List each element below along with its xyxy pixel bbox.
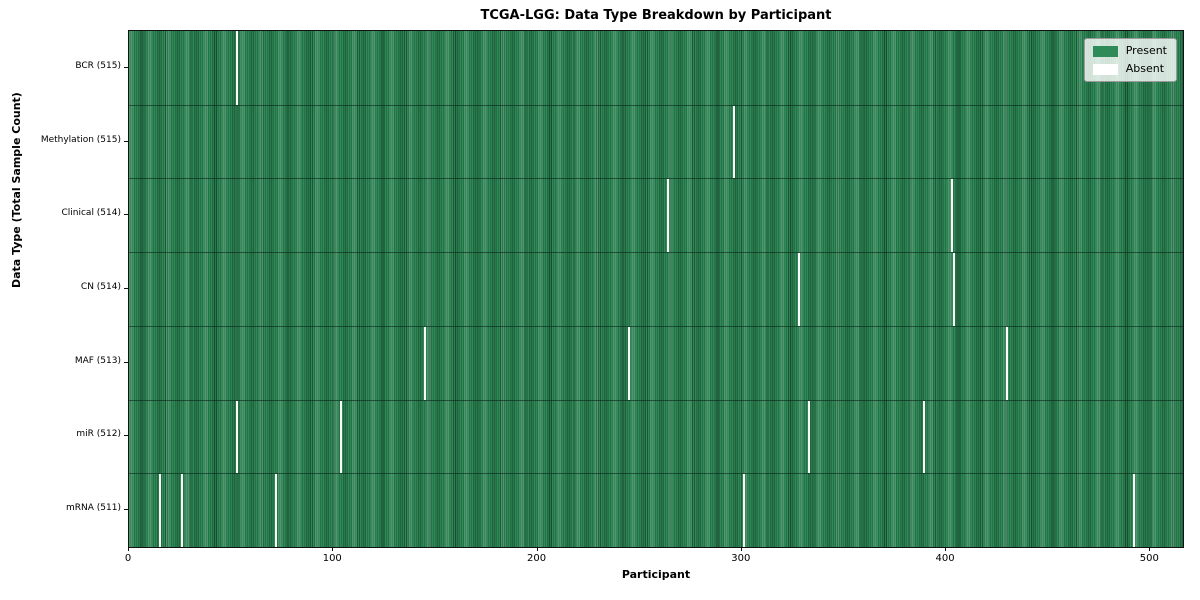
x-tick-mark (128, 547, 129, 551)
x-tick-label: 100 (322, 553, 342, 564)
absent-marker (951, 179, 954, 253)
y-tick-mark (124, 214, 128, 216)
absent-swatch (1092, 63, 1118, 75)
x-tick-mark (536, 547, 538, 551)
heatmap-row-mir (129, 399, 1183, 474)
absent-marker (1132, 474, 1135, 547)
y-tick-mark (124, 435, 128, 437)
present-swatch (1092, 45, 1118, 57)
heatmap-row-cn (129, 252, 1183, 326)
absent-marker (732, 105, 735, 179)
legend-label-absent: Absent (1125, 62, 1165, 75)
y-tick-mark (124, 509, 128, 511)
y-tick-label: miR (512) (76, 429, 121, 440)
y-tick-mark (124, 140, 128, 142)
x-tick-label: 0 (124, 553, 132, 564)
absent-marker (1006, 326, 1009, 400)
absent-marker (628, 326, 631, 400)
x-tick-mark (332, 547, 334, 551)
y-tick-mark (124, 66, 128, 68)
absent-marker (953, 253, 956, 326)
y-tick-label: Methylation (515) (40, 134, 121, 145)
x-axis-title: Participant (621, 568, 691, 581)
chart-title: TCGA-LGG: Data Type Breakdown by Partici… (480, 8, 832, 23)
x-tick-label: 300 (731, 553, 751, 564)
x-tick-label: 200 (526, 553, 547, 564)
absent-marker (236, 400, 239, 474)
absent-marker (808, 400, 811, 474)
x-tick-mark (740, 547, 742, 551)
legend: Present Absent (1083, 38, 1177, 82)
absent-marker (667, 179, 670, 253)
heatmap-row-maf (129, 325, 1183, 400)
legend-label-present: Present (1125, 44, 1167, 57)
absent-marker (742, 474, 745, 547)
y-tick-label: mRNA (511) (66, 503, 121, 514)
y-tick-label: BCR (515) (75, 60, 121, 71)
heatmap-row-bcr (129, 31, 1183, 105)
absent-marker (158, 474, 161, 547)
y-tick-label: Clinical (514) (61, 208, 121, 219)
y-tick-mark (124, 361, 128, 363)
absent-marker (275, 474, 278, 547)
legend-entry-present: Present (1092, 44, 1167, 57)
plot-area: Present Absent (128, 30, 1184, 548)
x-tick-label: 400 (935, 553, 955, 564)
y-tick-mark (124, 288, 128, 289)
heatmap-row-methylation (129, 104, 1183, 179)
legend-entry-absent: Absent (1092, 62, 1167, 75)
absent-marker (424, 326, 427, 400)
y-tick-label: MAF (513) (74, 355, 121, 366)
absent-marker (922, 400, 925, 474)
absent-marker (181, 474, 184, 547)
absent-marker (236, 31, 239, 105)
x-tick-mark (1149, 547, 1151, 551)
absent-marker (340, 400, 343, 474)
x-tick-mark (945, 547, 947, 551)
heatmap-row-clinical (129, 178, 1183, 253)
heatmap-row-mrna (129, 473, 1183, 547)
x-tick-label: 500 (1139, 553, 1159, 564)
absent-marker (797, 253, 800, 326)
y-tick-label: CN (514) (80, 282, 121, 292)
